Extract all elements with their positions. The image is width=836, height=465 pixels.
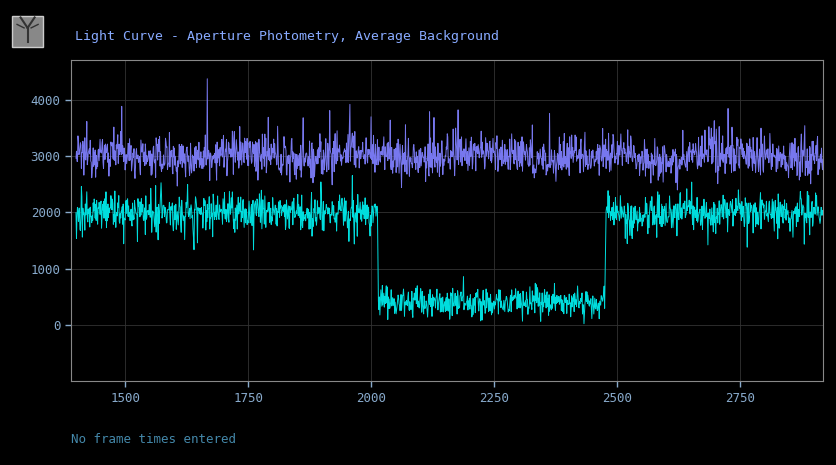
Text: Light Curve - Aperture Photometry, Average Background: Light Curve - Aperture Photometry, Avera… (75, 30, 499, 43)
FancyBboxPatch shape (12, 16, 43, 47)
Text: No frame times entered: No frame times entered (71, 433, 236, 446)
